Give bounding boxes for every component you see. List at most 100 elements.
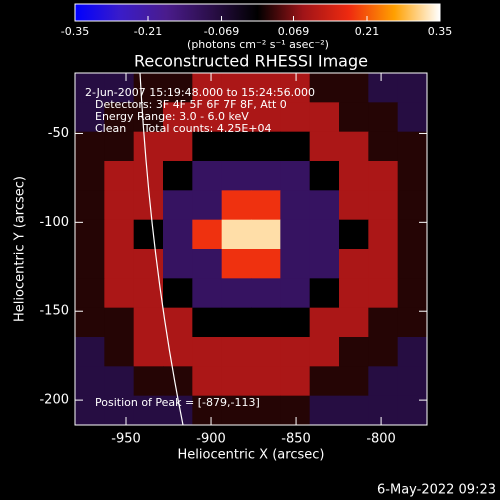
pixel	[397, 131, 428, 162]
annotation: Clean Total counts: 4.25E+04	[95, 122, 272, 135]
pixel	[251, 395, 281, 426]
pixel	[75, 307, 105, 338]
pixel	[368, 190, 399, 221]
pixel	[133, 190, 164, 221]
pixel	[104, 337, 135, 367]
y-axis-label: Heliocentric Y (arcsec)	[13, 176, 28, 322]
pixel	[192, 278, 223, 309]
pixel	[251, 307, 281, 338]
pixel	[75, 278, 105, 309]
pixel	[104, 102, 135, 133]
pixel	[75, 131, 105, 162]
pixel	[75, 219, 105, 250]
pixel	[221, 131, 252, 162]
pixel	[163, 131, 193, 162]
pixel	[133, 278, 164, 309]
pixel	[221, 249, 252, 279]
y-tick-label: -50	[48, 126, 69, 141]
pixel	[397, 278, 428, 309]
solar-limb	[139, 72, 184, 426]
pixel	[192, 73, 223, 103]
pixel	[339, 131, 369, 162]
pixel	[192, 131, 223, 162]
pixel	[75, 161, 105, 191]
pixel	[75, 73, 105, 103]
pixel	[251, 249, 281, 279]
pixel	[163, 219, 193, 250]
pixel	[280, 219, 311, 250]
pixel	[368, 366, 399, 397]
pixel	[397, 307, 428, 338]
pixel	[192, 249, 223, 279]
pixel	[104, 73, 135, 103]
pixel	[339, 337, 369, 367]
pixel	[251, 337, 281, 367]
pixel	[368, 73, 399, 103]
pixel	[133, 131, 164, 162]
pixel	[221, 219, 252, 250]
pixel	[163, 249, 193, 279]
pixel	[163, 190, 193, 221]
pixel	[280, 102, 311, 133]
pixel	[309, 307, 340, 338]
pixel	[104, 190, 135, 221]
chart-title: Reconstructed RHESSI Image	[134, 52, 368, 71]
pixel	[192, 395, 223, 426]
pixel	[163, 161, 193, 191]
pixel	[75, 249, 105, 279]
pixel	[309, 278, 340, 309]
y-tick-label: -100	[39, 215, 69, 230]
pixel	[192, 161, 223, 191]
colorbar	[74, 3, 441, 22]
pixel	[251, 366, 281, 397]
pixel	[368, 278, 399, 309]
pixel	[339, 307, 369, 338]
pixel	[192, 366, 223, 397]
colorbar-label: (photons cm⁻² s⁻¹ asec⁻²)	[187, 38, 329, 51]
pixel	[397, 337, 428, 367]
pixel	[221, 102, 252, 133]
pixel	[75, 337, 105, 367]
colorbar-tick-label: 0.21	[355, 25, 380, 38]
pixel	[339, 249, 369, 279]
pixel	[192, 190, 223, 221]
pixel	[133, 102, 164, 133]
pixel	[309, 73, 340, 103]
pixel	[339, 190, 369, 221]
pixel	[104, 278, 135, 309]
pixel	[133, 307, 164, 338]
pixel	[133, 366, 164, 397]
pixel	[192, 307, 223, 338]
pixel	[104, 395, 135, 426]
y-tick-label: -150	[39, 304, 69, 319]
pixel	[251, 73, 281, 103]
pixel	[397, 366, 428, 397]
pixel	[133, 73, 164, 103]
pixel	[221, 307, 252, 338]
pixel	[368, 161, 399, 191]
pixel	[221, 278, 252, 309]
pixel	[280, 307, 311, 338]
pixel	[75, 190, 105, 221]
pixel	[280, 278, 311, 309]
pixel	[339, 161, 369, 191]
x-axis-label: Heliocentric X (arcsec)	[178, 448, 325, 463]
pixel	[397, 395, 428, 426]
pixel	[339, 219, 369, 250]
colorbar-tick-label: 0.35	[428, 25, 453, 38]
pixel	[163, 102, 193, 133]
pixel	[309, 102, 340, 133]
pixel	[163, 307, 193, 338]
plot-frame	[74, 72, 428, 426]
pixel	[397, 219, 428, 250]
pixel	[75, 366, 105, 397]
pixel	[163, 366, 193, 397]
pixel	[368, 395, 399, 426]
image	[75, 73, 428, 426]
pixel	[280, 131, 311, 162]
pixel	[368, 249, 399, 279]
pixel	[163, 278, 193, 309]
pixel	[251, 131, 281, 162]
colorbar-tick-label: -0.35	[61, 25, 89, 38]
pixel	[339, 102, 369, 133]
